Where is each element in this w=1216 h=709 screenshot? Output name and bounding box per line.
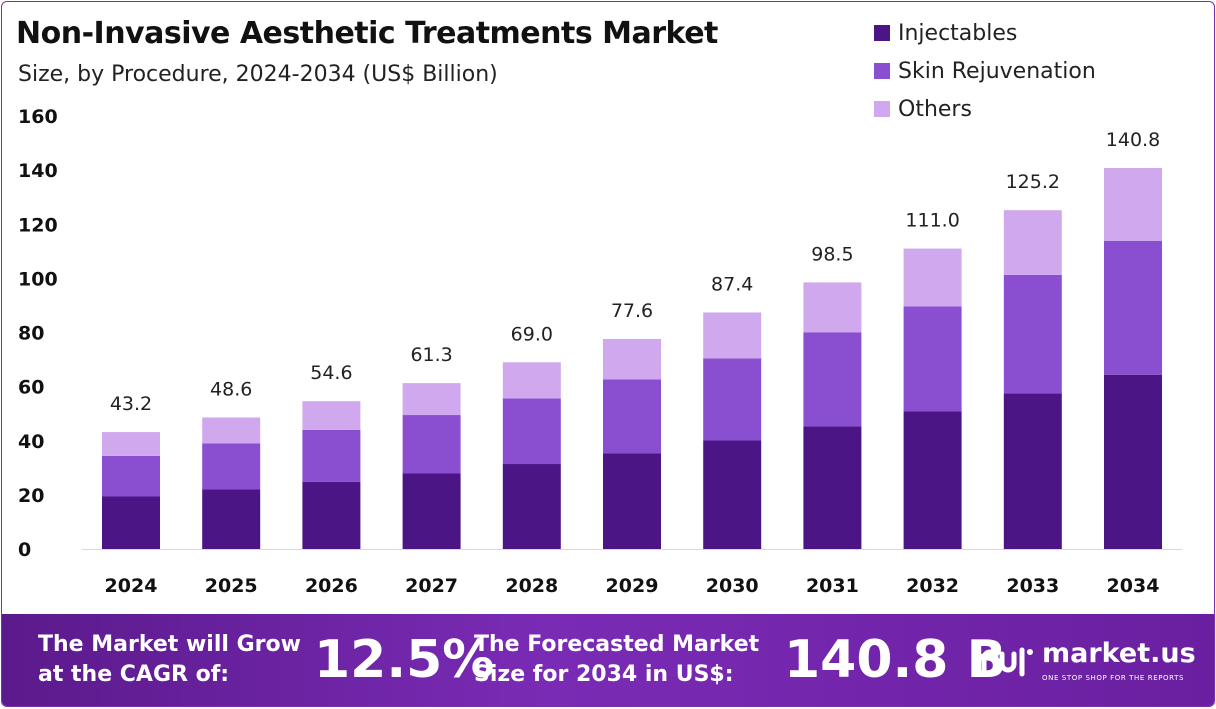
y-tick-label: 20: [18, 485, 44, 507]
x-tick-label: 2033: [1006, 575, 1059, 597]
bar-segment-skin-rejuvenation: [102, 455, 160, 497]
bar-segment-others: [202, 417, 261, 444]
bar-segment-injectables: [603, 453, 661, 549]
bar-segment-injectables: [1104, 374, 1162, 549]
plot-area: 0 20 40 60 80 100 120 140 160 43.2 2024 48.6 2025 54.…: [18, 106, 1182, 597]
legend-item-injectables: Injectables: [874, 14, 1096, 52]
market-us-logo-icon: [981, 647, 1033, 677]
x-tick-label: 2024: [105, 575, 158, 597]
x-tick-label: 2025: [205, 575, 258, 597]
y-tick-label: 80: [18, 323, 44, 345]
forecast-value: 140.8 B: [784, 630, 1007, 690]
bar-segment-injectables: [1003, 393, 1062, 549]
x-tick-label: 2026: [305, 575, 358, 597]
bar-segment-skin-rejuvenation: [502, 398, 561, 465]
bar-segment-others: [603, 338, 661, 380]
brand-tagline: ONE STOP SHOP FOR THE REPORTS: [1042, 674, 1185, 682]
cagr-label-line1: The Market will Grow: [38, 632, 301, 657]
bar-segment-others: [302, 401, 361, 430]
bar-segment-skin-rejuvenation: [803, 332, 862, 427]
forecast-label-line2: Size for 2034 in US$:: [474, 662, 734, 687]
total-value-label: 77.6: [611, 300, 653, 322]
bar-segment-skin-rejuvenation: [603, 379, 661, 454]
cagr-label-line2: at the CAGR of:: [38, 662, 230, 687]
total-value-label: 125.2: [1006, 171, 1060, 193]
forecast-label-line1: The Forecasted Market: [474, 632, 760, 657]
bar-segment-skin-rejuvenation: [703, 358, 762, 441]
legend-swatch-others: [874, 101, 890, 117]
y-tick-label: 0: [18, 539, 31, 561]
total-value-label: 43.2: [110, 393, 152, 415]
bar-segment-skin-rejuvenation: [1104, 240, 1162, 375]
legend-swatch-skin-rejuvenation: [874, 63, 890, 79]
footer-banner: The Market will Grow at the CAGR of: 12.…: [2, 614, 1214, 706]
brand-name: market.us: [1042, 638, 1196, 669]
bar-segment-others: [502, 362, 561, 399]
bar-segment-injectables: [703, 440, 762, 549]
total-value-label: 140.8: [1106, 129, 1160, 151]
legend-swatch-injectables: [874, 25, 890, 41]
legend: Injectables Skin Rejuvenation Others: [874, 14, 1096, 128]
bar-segment-others: [1003, 210, 1062, 275]
bar-segment-skin-rejuvenation: [302, 429, 361, 482]
legend-label-injectables: Injectables: [898, 20, 1018, 46]
legend-item-others: Others: [874, 90, 1096, 128]
y-tick-label: 120: [18, 214, 58, 236]
total-value-label: 87.4: [711, 273, 753, 295]
bar-segment-injectables: [502, 464, 561, 549]
total-value-label: 48.6: [210, 378, 252, 400]
total-value-label: 111.0: [905, 210, 959, 232]
bar-segment-others: [703, 312, 762, 359]
bar-segment-others: [903, 248, 962, 307]
total-value-label: 69.0: [511, 323, 553, 345]
total-value-label: 54.6: [310, 362, 352, 384]
cagr-value: 12.5%: [314, 630, 495, 690]
chart-subtitle: Size, by Procedure, 2024-2034 (US$ Billi…: [18, 62, 498, 87]
chart-title: Non-Invasive Aesthetic Treatments Market: [16, 16, 718, 51]
y-tick-label: 140: [18, 160, 58, 182]
bar-segment-others: [402, 383, 461, 416]
bar-segment-injectables: [102, 496, 160, 549]
y-tick-label: 100: [18, 268, 58, 290]
legend-item-skin-rejuvenation: Skin Rejuvenation: [874, 52, 1096, 90]
x-tick-label: 2031: [806, 575, 859, 597]
bar-segment-skin-rejuvenation: [903, 306, 962, 412]
bar-segment-others: [803, 282, 862, 333]
bar-segment-skin-rejuvenation: [202, 443, 261, 490]
x-tick-label: 2027: [405, 575, 458, 597]
bar-segment-others: [1104, 167, 1162, 241]
legend-label-others: Others: [898, 96, 972, 122]
x-tick-label: 2030: [706, 575, 759, 597]
bar-segment-injectables: [202, 489, 261, 549]
x-tick-label: 2032: [906, 575, 959, 597]
bar-segment-injectables: [803, 426, 862, 549]
y-tick-label: 160: [18, 106, 58, 128]
total-value-label: 61.3: [410, 344, 452, 366]
bar-segment-injectables: [402, 473, 461, 549]
bar-segment-injectables: [903, 411, 962, 549]
bar-segment-injectables: [302, 481, 361, 549]
x-tick-label: 2034: [1107, 575, 1160, 597]
bar-segment-skin-rejuvenation: [402, 415, 461, 474]
y-tick-label: 40: [18, 431, 44, 453]
y-tick-label: 60: [18, 377, 44, 399]
x-tick-label: 2028: [505, 575, 558, 597]
bar-segment-others: [102, 432, 160, 456]
total-value-label: 98.5: [811, 243, 853, 265]
x-tick-label: 2029: [606, 575, 659, 597]
bar-segment-skin-rejuvenation: [1003, 274, 1062, 394]
legend-label-skin-rejuvenation: Skin Rejuvenation: [898, 58, 1096, 84]
